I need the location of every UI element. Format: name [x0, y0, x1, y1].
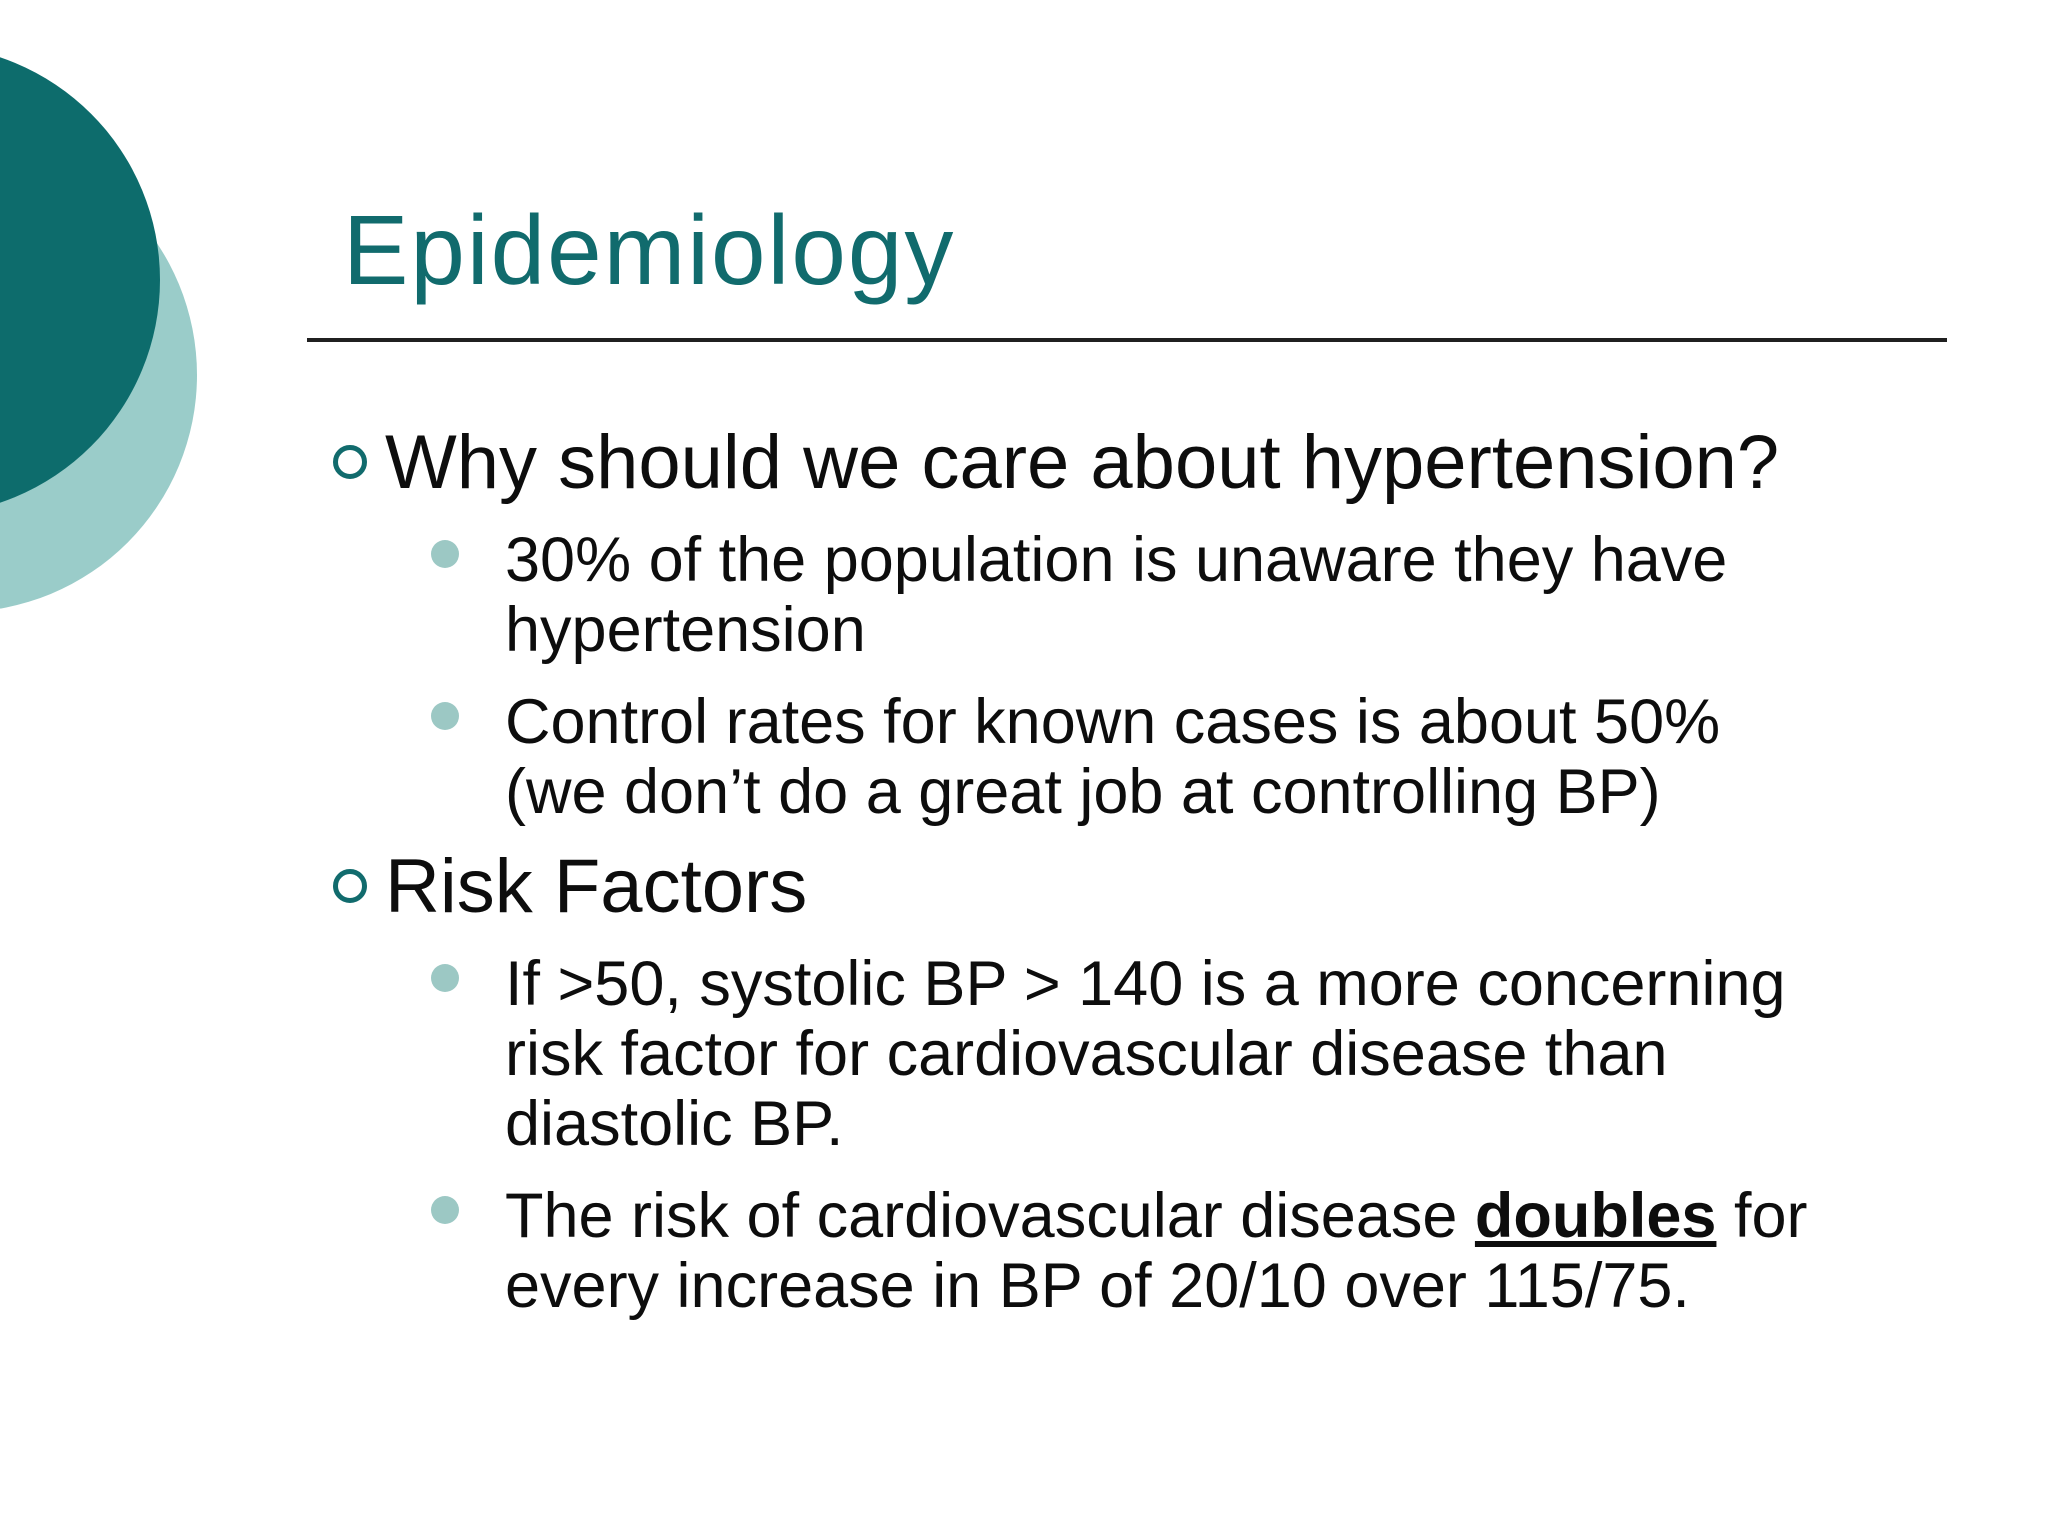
sub-bullet-item-risk-doubles: The risk of cardiovascular disease doubl…: [330, 1181, 2020, 1321]
dot-bullet-icon: [431, 540, 459, 568]
hollow-circle-bullet-icon: [333, 445, 367, 479]
hollow-circle-bullet-icon: [333, 869, 367, 903]
bullet-item-why-care: Why should we care about hypertension?: [330, 423, 2020, 503]
dot-bullet-icon: [431, 964, 459, 992]
sub-bullet-text: 30% of the population is unaware they ha…: [505, 525, 1728, 665]
dot-bullet-icon: [431, 1196, 459, 1224]
bullet-text: Why should we care about hypertension?: [385, 420, 1780, 505]
slide-title: Epidemiology: [343, 195, 956, 305]
sub-bullet-text: If >50, systolic BP > 140 is a more conc…: [505, 949, 1786, 1159]
bullet-text: Risk Factors: [385, 844, 808, 929]
sub-bullet-item-unaware: 30% of the population is unaware they ha…: [330, 525, 2020, 665]
sub-bullet-text: The risk of cardiovascular disease doubl…: [505, 1181, 1808, 1321]
sub-bullet-item-control-rates: Control rates for known cases is about 5…: [330, 687, 2020, 827]
sub-bullet-item-systolic: If >50, systolic BP > 140 is a more conc…: [330, 949, 2020, 1159]
slide-body: Why should we care about hypertension? 3…: [330, 423, 2020, 1321]
title-underline-rule: [307, 338, 1947, 342]
sub-bullet-text: Control rates for known cases is about 5…: [505, 687, 1721, 827]
dot-bullet-icon: [431, 702, 459, 730]
bullet-item-risk-factors: Risk Factors: [330, 847, 2020, 927]
